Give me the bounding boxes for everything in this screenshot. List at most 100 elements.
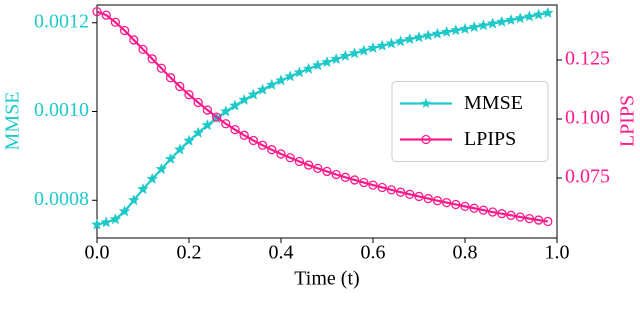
- point: [101, 10, 111, 20]
- point: [155, 162, 168, 175]
- point: [441, 197, 452, 208]
- point: [497, 209, 507, 219]
- point: [247, 88, 260, 100]
- point: [339, 49, 352, 62]
- point: [276, 149, 286, 159]
- point: [403, 32, 416, 45]
- x-tick-label: 1.0: [545, 242, 570, 264]
- point: [432, 196, 443, 206]
- point: [184, 90, 194, 100]
- point: [376, 39, 389, 51]
- point: [514, 12, 527, 24]
- point: [330, 52, 343, 65]
- point: [451, 199, 461, 210]
- point: [311, 59, 324, 71]
- y2-axis-label: LPIPS: [617, 95, 639, 147]
- y-tick-label: 0.0012: [34, 10, 89, 32]
- point: [395, 187, 406, 197]
- point: [468, 20, 481, 33]
- point: [459, 22, 471, 34]
- y2-tick-label: 0.100: [565, 107, 610, 129]
- point: [265, 78, 278, 90]
- point: [405, 189, 415, 199]
- point: [349, 175, 360, 185]
- point: [100, 216, 113, 228]
- point: [495, 15, 508, 27]
- legend-label: MMSE: [464, 92, 523, 114]
- point: [414, 191, 424, 202]
- point: [109, 213, 122, 225]
- x-tick-label: 0.2: [177, 242, 202, 264]
- point: [386, 185, 397, 195]
- point: [431, 27, 444, 39]
- point: [303, 160, 314, 170]
- point: [256, 83, 269, 95]
- series-line: [96, 10, 548, 223]
- point: [440, 25, 453, 38]
- point: [229, 99, 241, 111]
- point: [156, 63, 167, 73]
- point: [359, 177, 369, 188]
- point: [137, 182, 149, 195]
- point: [368, 180, 378, 190]
- point: [284, 70, 297, 82]
- point: [423, 193, 433, 204]
- point: [138, 44, 148, 55]
- y2-tick-label: 0.125: [565, 48, 610, 70]
- point: [505, 13, 517, 26]
- point: [524, 213, 535, 224]
- point: [219, 105, 232, 117]
- plot-frame: [96, 4, 558, 239]
- point: [340, 172, 351, 182]
- point: [257, 140, 268, 150]
- point: [506, 210, 516, 220]
- point: [293, 66, 306, 78]
- point: [248, 135, 259, 146]
- point: [285, 153, 295, 163]
- legend-label: LPIPS: [464, 128, 516, 150]
- point: [413, 31, 425, 43]
- point: [533, 215, 544, 225]
- point: [110, 17, 121, 27]
- x-tick-label: 0.8: [453, 242, 478, 264]
- point: [275, 74, 287, 86]
- point: [469, 203, 479, 213]
- point: [477, 19, 490, 31]
- point: [211, 112, 222, 122]
- point: [348, 47, 361, 59]
- point: [385, 37, 398, 49]
- point: [449, 24, 462, 36]
- point: [230, 124, 240, 135]
- point: [367, 41, 379, 54]
- point: [183, 134, 195, 146]
- point: [239, 130, 249, 140]
- point: [331, 169, 341, 180]
- point: [523, 10, 536, 22]
- point: [175, 81, 185, 92]
- point: [173, 143, 186, 155]
- point: [91, 218, 103, 230]
- x-tick-label: 0.4: [269, 242, 294, 264]
- point: [164, 152, 177, 165]
- point: [478, 205, 489, 215]
- point: [377, 182, 387, 193]
- point: [118, 205, 131, 217]
- legend: MMSE LPIPS: [391, 81, 549, 162]
- point: [146, 172, 159, 184]
- point: [221, 119, 231, 129]
- point: [322, 166, 332, 177]
- point: [321, 56, 333, 68]
- point: [532, 8, 545, 20]
- point: [202, 105, 213, 115]
- point: [460, 201, 470, 212]
- point: [127, 194, 140, 206]
- point: [394, 35, 407, 47]
- legend-marker: [420, 98, 432, 108]
- point: [267, 145, 277, 155]
- point: [541, 6, 554, 19]
- point: [165, 73, 176, 83]
- x-axis-label: Time (t): [294, 268, 359, 290]
- y-tick-label: 0.0008: [34, 188, 89, 210]
- point: [302, 62, 315, 74]
- x-tick-label: 0.0: [85, 242, 110, 264]
